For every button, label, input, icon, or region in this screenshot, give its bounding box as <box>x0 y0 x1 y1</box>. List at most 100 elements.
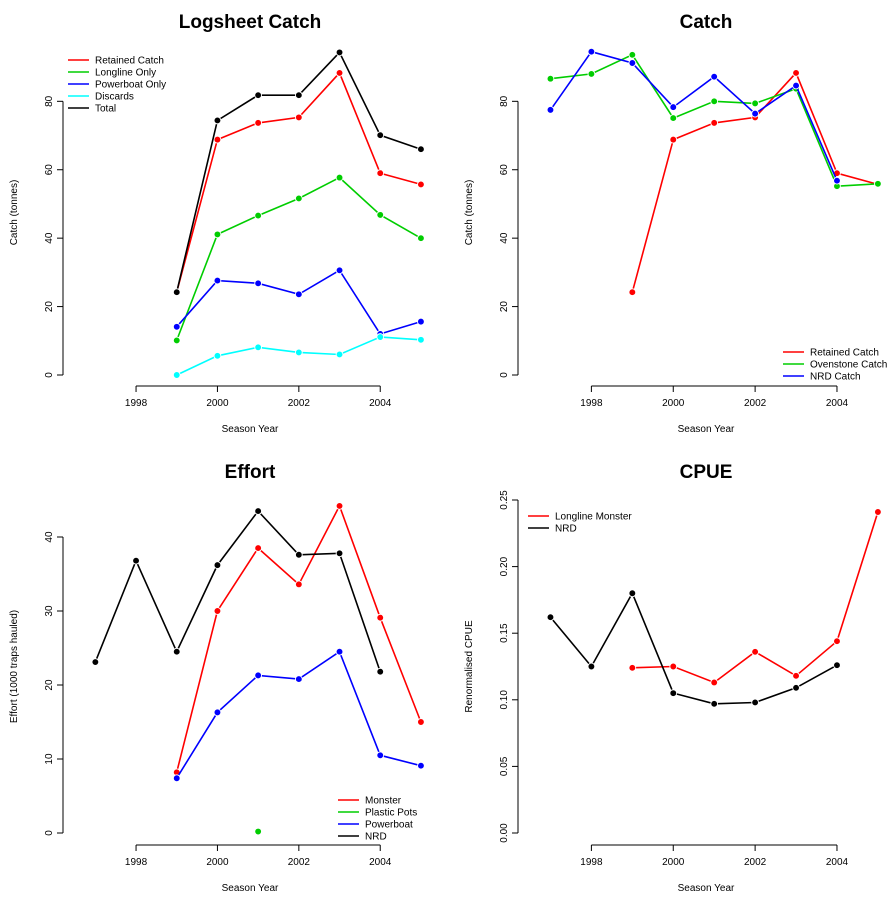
data-point <box>254 827 262 836</box>
data-point <box>669 689 678 697</box>
data-point <box>376 751 385 760</box>
data-point <box>587 47 596 56</box>
series-line <box>175 51 422 293</box>
data-point <box>669 662 678 671</box>
y-tick-label: 40 <box>44 232 55 244</box>
data-point <box>213 135 222 144</box>
data-point <box>335 502 344 510</box>
chart-panel-1: Logsheet Catch 1998 2000 2002 2004 Season Yea… <box>9 12 425 435</box>
data-point <box>172 774 181 783</box>
data-point <box>751 109 759 118</box>
x-axis-label: Season Year <box>678 424 735 435</box>
data-point <box>751 647 759 656</box>
series-nrd <box>91 507 385 676</box>
y-tick-label: 0 <box>44 830 55 836</box>
data-point <box>172 336 181 345</box>
y-tick-label: 0.20 <box>499 556 510 576</box>
data-point <box>335 69 344 77</box>
data-point <box>710 97 719 106</box>
y-tick-label: 20 <box>44 301 55 313</box>
data-point <box>669 135 678 144</box>
x-axis-label: Season Year <box>222 883 279 894</box>
data-point <box>833 661 841 670</box>
x-tick-label: 2002 <box>744 398 767 409</box>
y-axis-label: Effort (1000 traps hauled) <box>9 610 20 723</box>
data-point <box>751 698 759 707</box>
data-point <box>254 507 262 515</box>
legend-label: Retained Catch <box>810 348 879 359</box>
data-point <box>172 322 181 331</box>
series-plastic-pots <box>254 827 262 836</box>
data-point <box>294 290 303 299</box>
data-point <box>213 351 222 360</box>
x-tick-label: 2000 <box>206 857 229 868</box>
series-powerboat <box>172 647 425 783</box>
data-point <box>376 333 385 341</box>
y-tick-label: 80 <box>499 95 510 107</box>
data-point <box>213 607 222 615</box>
chart-title: CPUE <box>680 462 733 483</box>
legend-label: Retained Catch <box>95 56 164 67</box>
series-line <box>175 71 422 293</box>
data-point <box>294 194 303 203</box>
legend-label: Longline Only <box>95 68 156 79</box>
data-point <box>254 211 262 220</box>
data-point <box>628 663 637 672</box>
chart-panel-2: Catch 1998 2000 2002 2004 Season Year 0 20 40 60 8… <box>464 12 887 435</box>
data-point <box>254 91 262 100</box>
y-tick-label: 0.25 <box>499 490 510 510</box>
y-tick-label: 0 <box>499 372 510 378</box>
y-tick-label: 30 <box>44 605 55 617</box>
series-line <box>94 509 381 672</box>
data-point <box>833 176 841 185</box>
legend-label: NRD <box>365 832 387 843</box>
legend-label: Discards <box>95 92 134 103</box>
y-tick-label: 40 <box>499 232 510 244</box>
data-point <box>376 613 385 622</box>
legend-label: Total <box>95 104 116 115</box>
data-point <box>710 72 719 81</box>
series-line <box>175 503 422 773</box>
data-point <box>254 343 262 352</box>
x-tick-label: 2000 <box>662 857 685 868</box>
data-point <box>792 69 800 77</box>
data-point <box>294 550 303 559</box>
y-tick-label: 0 <box>44 372 55 378</box>
series-line <box>176 650 422 779</box>
data-point <box>628 589 637 598</box>
data-point <box>213 708 222 717</box>
x-tick-label: 2002 <box>288 398 311 409</box>
data-point <box>335 48 344 57</box>
data-point <box>254 119 262 127</box>
data-point <box>294 675 303 683</box>
data-point <box>213 116 222 125</box>
y-axis-label: Renormalised CPUE <box>464 620 475 713</box>
x-tick-label: 1998 <box>580 398 603 409</box>
series-powerboat-only <box>172 266 425 338</box>
legend-label: Powerboat Only <box>95 80 166 91</box>
data-point <box>132 556 140 565</box>
series-line <box>632 511 879 684</box>
x-tick-label: 1998 <box>125 398 148 409</box>
data-point <box>335 549 344 558</box>
data-point <box>213 230 222 239</box>
y-axis-label: Catch (tonnes) <box>9 180 20 246</box>
chart-panel-4: CPUE 1998 2000 2002 2004 Season Year 0.00 0.05 0… <box>464 462 882 894</box>
series-retained-catch <box>172 69 425 297</box>
data-point <box>710 119 719 127</box>
data-point <box>669 114 678 122</box>
y-tick-label: 0.10 <box>499 690 510 710</box>
data-point <box>751 99 759 108</box>
y-tick-label: 60 <box>44 164 55 176</box>
data-point <box>254 671 262 680</box>
data-point <box>294 348 303 357</box>
series-discards <box>172 333 425 379</box>
data-point <box>376 169 385 178</box>
y-tick-label: 10 <box>44 753 55 765</box>
legend-label: NRD Catch <box>810 372 861 383</box>
data-point <box>294 580 303 589</box>
legend-label: Monster <box>365 796 402 807</box>
